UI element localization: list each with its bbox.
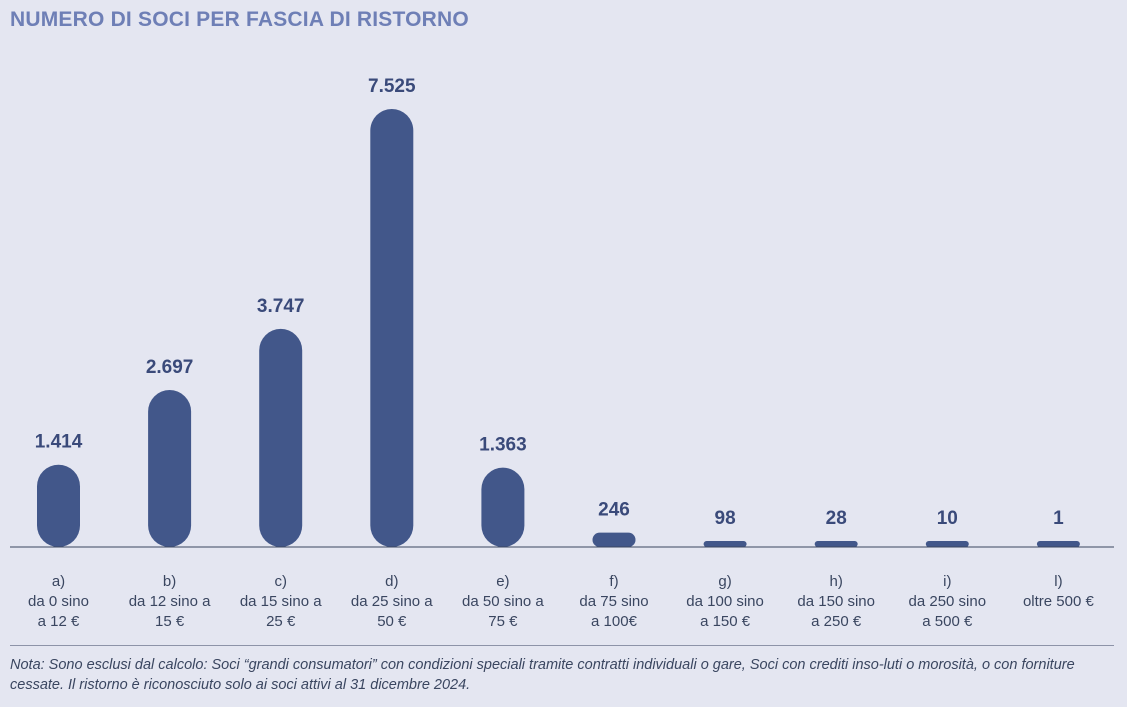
value-label: 7.525 [368,76,416,97]
category-label: d) [385,573,398,590]
category-label: a 12 € [38,613,80,630]
category-label: da 100 sino [686,593,764,610]
bar-3 [370,109,414,547]
category-label: a 250 € [811,613,862,630]
bar-6 [703,541,747,547]
labels-layer: 1.414 a) da 0 sino a 12 € 2.697 b) da 12 sino … [28,76,1094,630]
bar-2 [259,328,303,547]
bar-chart: 1.414 a) da 0 sino a 12 € 2.697 b) da 12 sino … [10,76,1114,630]
category-label: b) [163,573,176,590]
bars-layer [37,109,1080,547]
bar-0 [37,464,80,547]
value-label: 98 [715,508,736,529]
category-label: 75 € [488,613,518,630]
category-label: f) [609,573,618,590]
category-label: g) [718,573,731,590]
value-label: 246 [598,500,630,521]
value-label: 1 [1053,508,1064,529]
bar-8 [925,541,969,547]
value-label: 10 [937,508,958,529]
category-label: 15 € [155,613,185,630]
category-label: oltre 500 € [1023,593,1095,610]
category-label: h) [830,573,843,590]
category-label: 50 € [377,613,407,630]
category-label: da 150 sino [797,593,875,610]
category-label: a) [52,573,65,590]
value-label: 2.697 [146,357,194,378]
category-label: c) [274,573,287,590]
category-label: a 500 € [922,613,973,630]
category-label: da 75 sino [579,593,648,610]
category-label: a 150 € [700,613,751,630]
category-label: da 50 sino a [462,593,544,610]
bar-7 [814,541,858,547]
bar-5 [592,532,636,547]
bar-4 [481,467,525,547]
category-label: da 250 sino [909,593,987,610]
footnote: Nota: Sono esclusi dal calcolo: Soci “gr… [10,657,1075,693]
category-label: 25 € [266,613,296,630]
category-label: e) [496,573,509,590]
category-label: l) [1054,573,1062,590]
value-label: 28 [826,508,847,529]
category-label: da 15 sino a [240,593,322,610]
category-label: da 12 sino a [129,593,211,610]
category-label: i) [943,573,951,590]
category-label: da 0 sino [28,593,89,610]
divider [10,645,1114,646]
chart-title: NUMERO DI SOCI PER FASCIA DI RISTORNO [10,8,469,31]
bar-9 [1036,541,1080,547]
category-label: a 100€ [591,613,638,630]
value-label: 1.414 [35,432,83,453]
category-label: da 25 sino a [351,593,433,610]
value-label: 1.363 [479,435,527,456]
value-label: 3.747 [257,296,305,317]
bar-1 [148,390,192,547]
